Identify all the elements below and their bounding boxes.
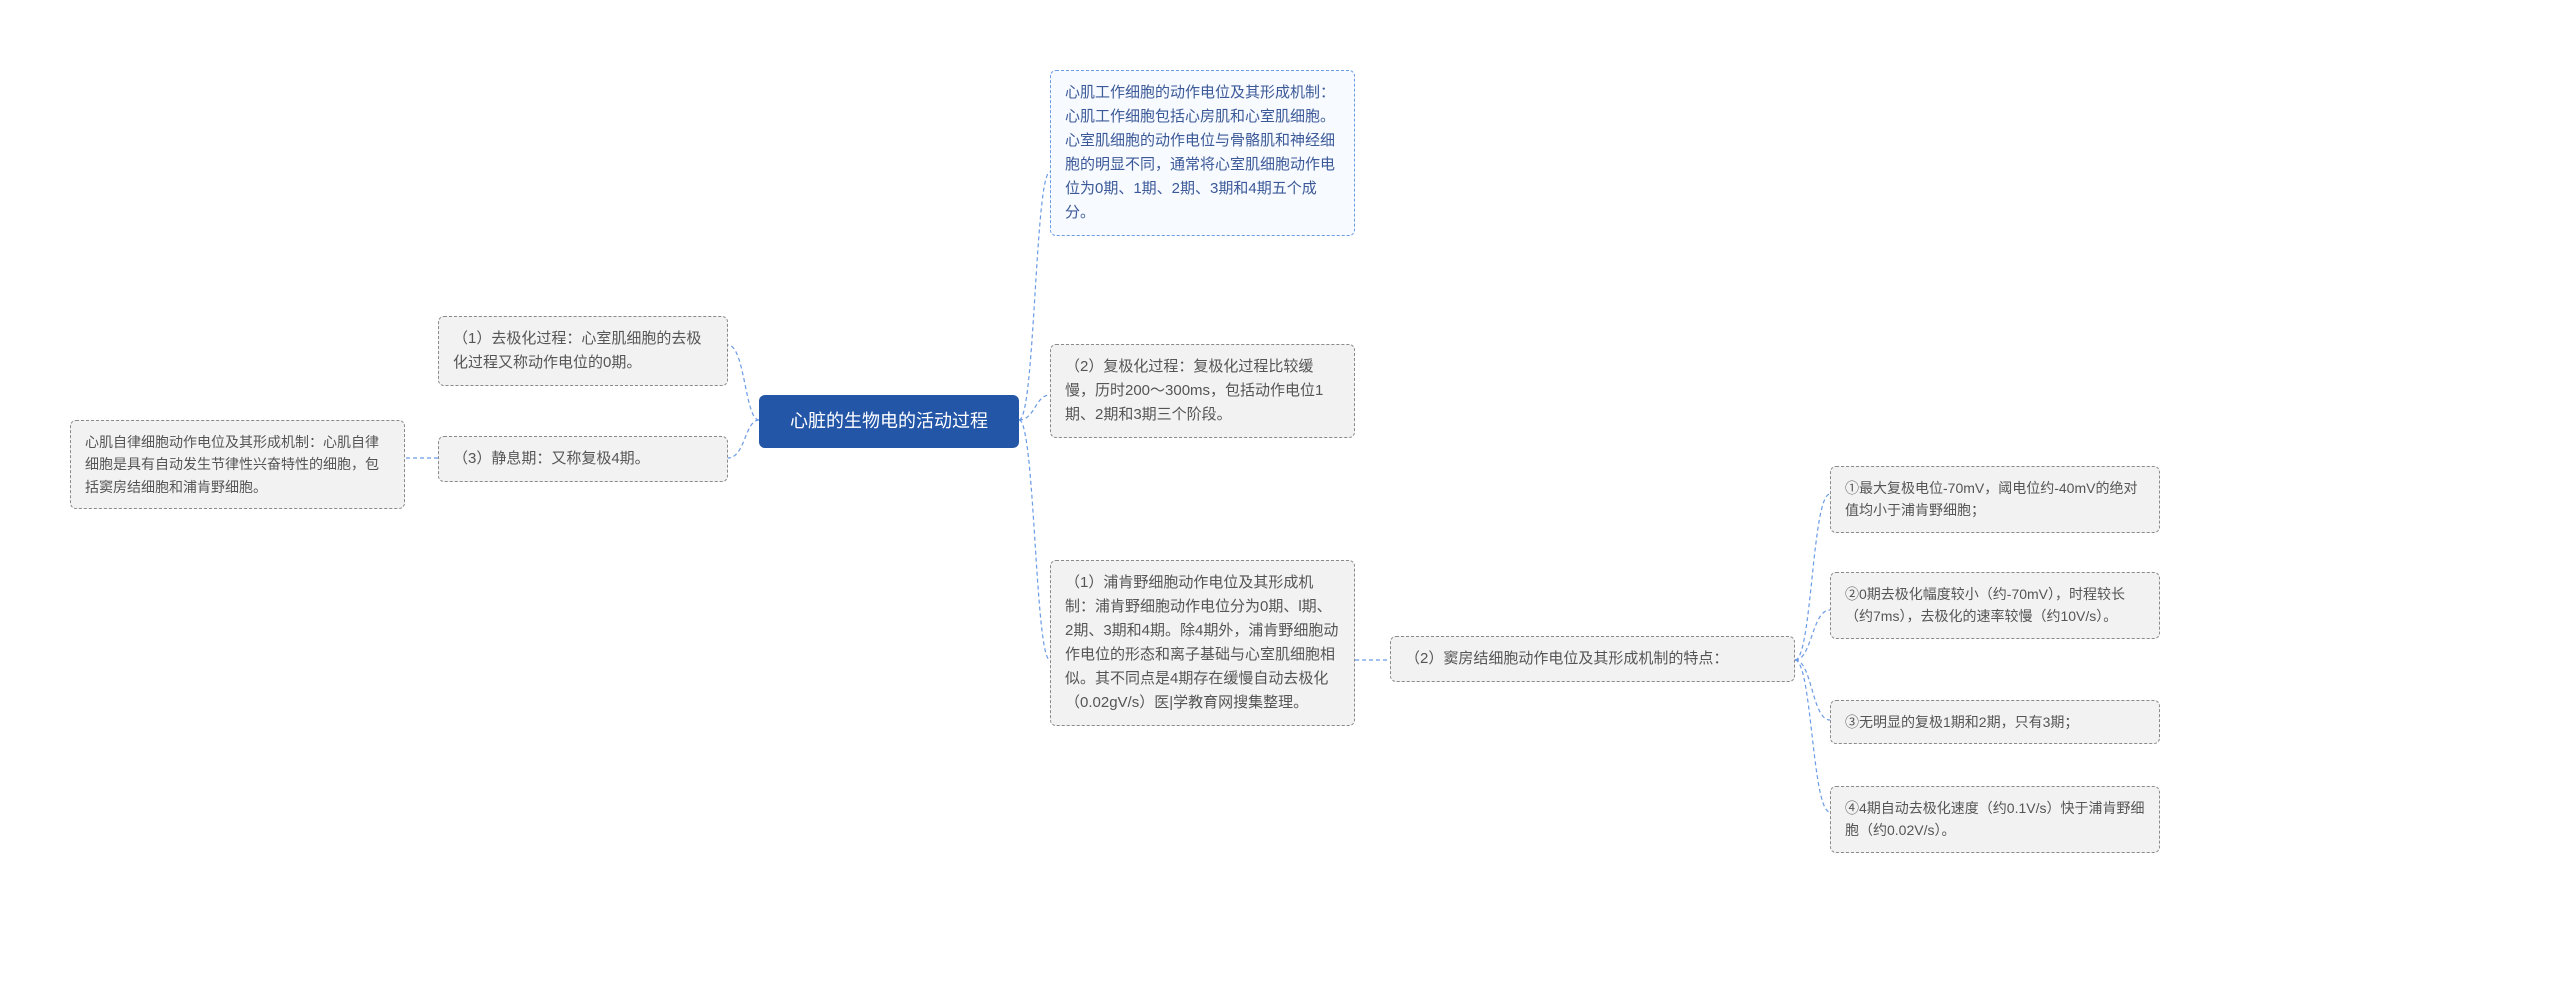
sa-child-3: ③无明显的复极1期和2期，只有3期； [1830, 700, 2160, 744]
left-node-rest: （3）静息期：又称复极4期。 [438, 436, 728, 482]
sa-child-2: ②0期去极化幅度较小（约-70mV），时程较长（约7ms），去极化的速率较慢（约… [1830, 572, 2160, 639]
right-node-repolarization: （2）复极化过程：复极化过程比较缓慢，历时200～300ms，包括动作电位1期、… [1050, 344, 1355, 438]
right-node-working-cell: 心肌工作细胞的动作电位及其形成机制：心肌工作细胞包括心房肌和心室肌细胞。心室肌细… [1050, 70, 1355, 236]
root-node: 心脏的生物电的活动过程 [759, 395, 1019, 448]
left-node-depolarization: （1）去极化过程：心室肌细胞的去极化过程又称动作电位的0期。 [438, 316, 728, 386]
right-node-sinoatrial: （2）窦房结细胞动作电位及其形成机制的特点： [1390, 636, 1795, 682]
right-node-purkinje: （1）浦肯野细胞动作电位及其形成机制：浦肯野细胞动作电位分为0期、l期、2期、3… [1050, 560, 1355, 726]
left-node-autorhythmic: 心肌自律细胞动作电位及其形成机制：心肌自律细胞是具有自动发生节律性兴奋特性的细胞… [70, 420, 405, 509]
sa-child-4: ④4期自动去极化速度（约0.1V/s）快于浦肯野细胞（约0.02V/s）。 [1830, 786, 2160, 853]
sa-child-1: ①最大复极电位-70mV，阈电位约-40mV的绝对值均小于浦肯野细胞； [1830, 466, 2160, 533]
